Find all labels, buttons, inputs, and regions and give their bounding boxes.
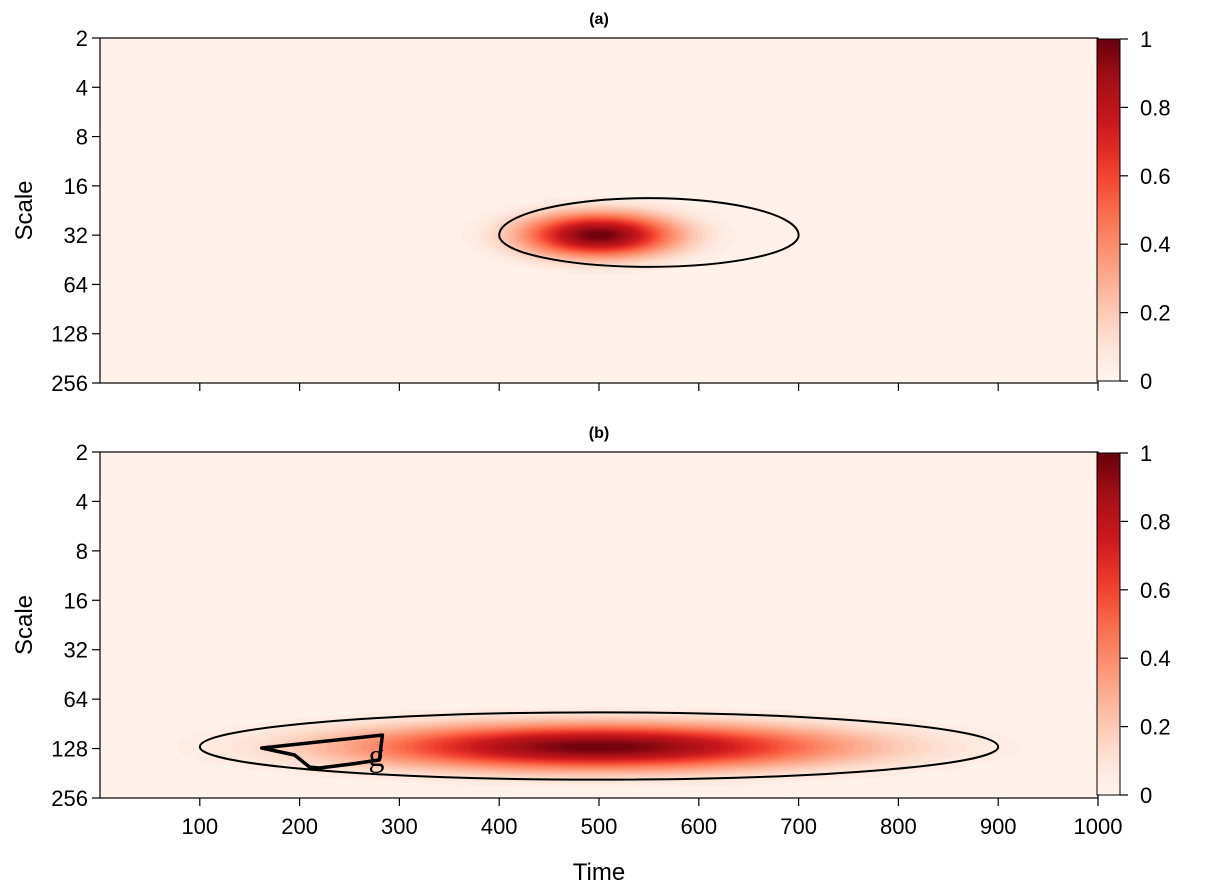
significance-contour [198,711,1000,781]
colorbar-tick-label: 0.6 [1140,164,1171,189]
colorbar-gradient [1096,452,1121,796]
x-tick-label: 300 [381,814,418,839]
x-tick-label: 800 [880,814,917,839]
colorbar-tick-label: 0.6 [1140,578,1171,603]
y-tick-label: 128 [51,737,88,762]
colorbar-tick-label: 0.2 [1140,301,1171,326]
y-tick-label: 16 [64,588,88,613]
y-tick-label: 8 [76,125,88,150]
colorbar: 0 0.2 0.4 0.6 0.8 1 [1096,27,1171,394]
bold-contour [259,733,385,770]
x-tick-label: 400 [481,814,518,839]
x-tick-label: 1000 [1074,814,1123,839]
y-axis-title: Scale [11,180,38,240]
colorbar-tick-label: 0.8 [1140,509,1171,534]
y-tick-label: 256 [51,371,88,396]
y-tick-label: 8 [76,539,88,564]
x-tick-label: 600 [680,814,717,839]
colorbar-tick-label: 0 [1140,783,1152,808]
y-tick-label: 16 [64,174,88,199]
heatmap-cells [445,191,753,280]
panel-title: (a) [589,11,609,28]
heatmap-cell [560,743,638,751]
y-tick-label: 64 [64,687,88,712]
y-tick-label: 4 [76,75,88,100]
x-tick-label: 100 [181,814,218,839]
x-tick-label: 900 [980,814,1017,839]
colorbar-tick-label: 0.4 [1140,646,1171,671]
panel-title: (b) [589,425,609,442]
colorbar-tick-label: 0.4 [1140,232,1171,257]
heatmap-cell [586,231,612,239]
y-tick-label: 4 [76,489,88,514]
x-tick-label: 200 [281,814,318,839]
y-tick-label: 2 [76,26,88,51]
y-tick-label: 32 [64,223,88,248]
significance-contour [498,197,800,268]
y-tick-label: 64 [64,272,88,297]
colorbar-gradient [1096,38,1121,382]
y-tick-label: 256 [51,786,88,811]
y-axis-title: Scale [11,595,38,655]
colorbar-tick-label: 0.8 [1140,95,1171,120]
x-tick-label: 700 [780,814,817,839]
colorbar-tick-label: 1 [1140,441,1152,466]
y-tick-label: 128 [51,322,88,347]
colorbar-tick-label: 0 [1140,369,1152,394]
colorbar: 0 0.2 0.4 0.6 0.8 1 [1096,441,1171,808]
x-tick-label: 500 [581,814,618,839]
colorbar-tick-label: 0.2 [1140,715,1171,740]
heatmap-panel-b: g 2 4 8 16 32 64 128 256 100 200 300 400 500 600 700 800… [11,425,1171,886]
y-tick-label: 2 [76,440,88,465]
colorbar-tick-label: 1 [1140,27,1152,52]
x-axis-title: Time [573,859,625,886]
heatmap-cells [124,701,1074,793]
heatmap-panel-a: 2 4 8 16 32 64 128 256 (a) Scale 0 0.2 0.4 0.6 0.8 1 [11,11,1171,396]
y-tick-label: 32 [64,638,88,663]
annotation-label: g [368,737,384,773]
